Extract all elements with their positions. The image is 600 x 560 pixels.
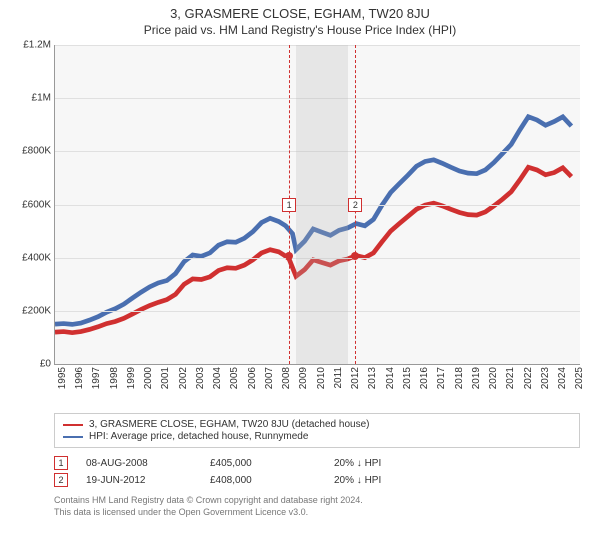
x-tick-label: 2011	[333, 367, 344, 389]
chart-container: 3, GRASMERE CLOSE, EGHAM, TW20 8JU Price…	[0, 0, 600, 560]
x-tick-label: 2012	[350, 367, 361, 389]
plot-inner: £0£200K£400K£600K£800K£1M£1.2M12	[54, 45, 580, 365]
y-tick-label: £1.2M	[13, 40, 51, 51]
x-tick-label: 2014	[385, 367, 396, 389]
x-tick-label: 2021	[505, 367, 516, 389]
event-price: £405,000	[210, 458, 310, 469]
x-tick-label: 2022	[523, 367, 534, 389]
x-tick-label: 2001	[160, 367, 171, 389]
x-tick-label: 2016	[419, 367, 430, 389]
legend-swatch	[63, 424, 83, 426]
y-tick-label: £600K	[13, 199, 51, 210]
legend-item: HPI: Average price, detached house, Runn…	[63, 431, 571, 442]
event-date: 19-JUN-2012	[86, 475, 186, 486]
chart-title: 3, GRASMERE CLOSE, EGHAM, TW20 8JU	[12, 6, 588, 21]
event-number-box: 1	[54, 456, 68, 470]
x-tick-label: 2006	[247, 367, 258, 389]
y-tick-label: £0	[13, 359, 51, 370]
y-tick-label: £400K	[13, 252, 51, 263]
legend-label: 3, GRASMERE CLOSE, EGHAM, TW20 8JU (deta…	[89, 419, 369, 430]
x-tick-label: 2019	[471, 367, 482, 389]
legend-swatch	[63, 436, 83, 438]
x-tick-label: 2018	[454, 367, 465, 389]
event-date: 08-AUG-2008	[86, 458, 186, 469]
x-tick-label: 2013	[367, 367, 378, 389]
x-tick-label: 1998	[109, 367, 120, 389]
legend-item: 3, GRASMERE CLOSE, EGHAM, TW20 8JU (deta…	[63, 419, 571, 430]
data-point-table: 1 08-AUG-2008 £405,000 20% ↓ HPI 2 19-JU…	[54, 456, 580, 487]
event-marker-box: 2	[348, 198, 362, 212]
legend-label: HPI: Average price, detached house, Runn…	[89, 431, 308, 442]
x-tick-label: 2000	[143, 367, 154, 389]
event-marker-box: 1	[282, 198, 296, 212]
x-axis-labels: 1995 1996 1997 1998 1999 2000 2001 2002 2003 2004…	[54, 365, 580, 413]
attribution-line: This data is licensed under the Open Gov…	[54, 507, 580, 519]
x-tick-label: 2002	[178, 367, 189, 389]
x-tick-label: 2003	[195, 367, 206, 389]
event-delta: 20% ↓ HPI	[334, 475, 434, 486]
x-tick-label: 2024	[557, 367, 568, 389]
data-row: 2 19-JUN-2012 £408,000 20% ↓ HPI	[54, 473, 580, 487]
data-row: 1 08-AUG-2008 £405,000 20% ↓ HPI	[54, 456, 580, 470]
x-tick-label: 1995	[57, 367, 68, 389]
x-tick-label: 2005	[229, 367, 240, 389]
event-delta: 20% ↓ HPI	[334, 458, 434, 469]
attribution: Contains HM Land Registry data © Crown c…	[54, 495, 580, 518]
event-number-box: 2	[54, 473, 68, 487]
chart-subtitle: Price paid vs. HM Land Registry's House …	[12, 23, 588, 37]
x-tick-label: 2004	[212, 367, 223, 389]
plot-area: £0£200K£400K£600K£800K£1M£1.2M12	[54, 45, 580, 365]
x-tick-label: 2020	[488, 367, 499, 389]
x-tick-label: 1999	[126, 367, 137, 389]
highlight-band	[296, 45, 348, 364]
x-tick-label: 2023	[540, 367, 551, 389]
x-tick-label: 2009	[298, 367, 309, 389]
legend: 3, GRASMERE CLOSE, EGHAM, TW20 8JU (deta…	[54, 413, 580, 448]
event-price: £408,000	[210, 475, 310, 486]
y-tick-label: £1M	[13, 93, 51, 104]
x-tick-label: 2017	[436, 367, 447, 389]
y-tick-label: £200K	[13, 305, 51, 316]
x-tick-label: 2008	[281, 367, 292, 389]
x-tick-label: 2025	[574, 367, 585, 389]
event-dot	[285, 252, 293, 260]
x-tick-label: 2015	[402, 367, 413, 389]
y-tick-label: £800K	[13, 146, 51, 157]
x-tick-label: 2010	[316, 367, 327, 389]
x-tick-label: 2007	[264, 367, 275, 389]
x-tick-label: 1996	[74, 367, 85, 389]
x-tick-label: 1997	[91, 367, 102, 389]
event-dot	[351, 252, 359, 260]
attribution-line: Contains HM Land Registry data © Crown c…	[54, 495, 580, 507]
